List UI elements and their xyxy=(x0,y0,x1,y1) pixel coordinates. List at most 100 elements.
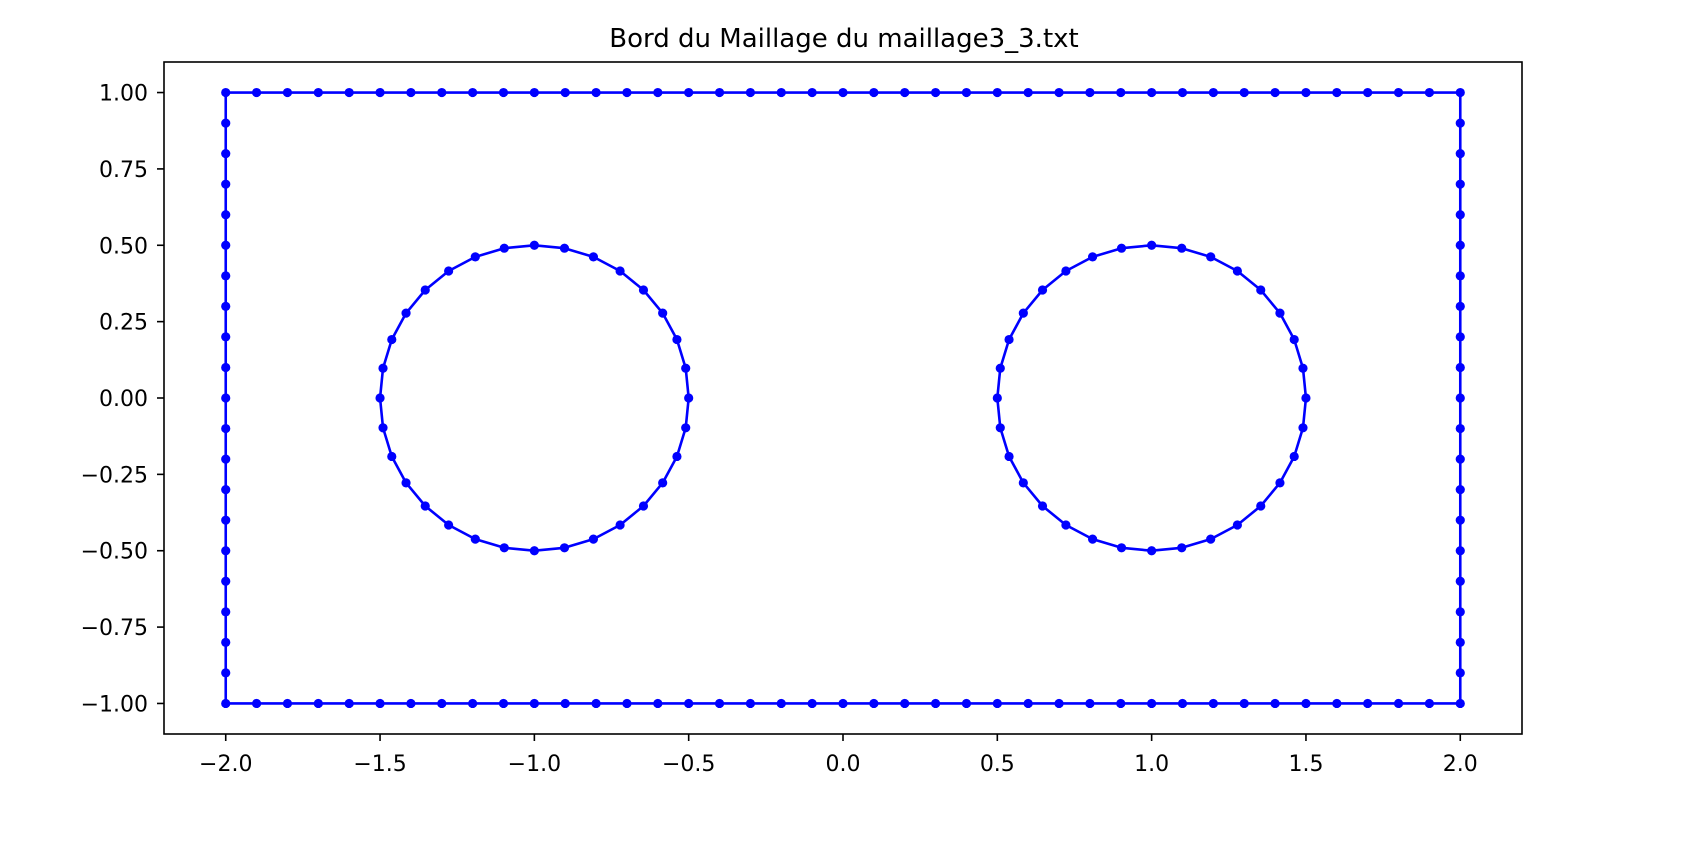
data-point xyxy=(221,179,231,189)
x-tick-label: −1.5 xyxy=(353,752,406,777)
series-line-rectangle-0 xyxy=(224,91,1462,705)
data-point xyxy=(498,698,509,709)
data-point xyxy=(1270,87,1280,98)
data-point xyxy=(1455,362,1465,373)
data-point xyxy=(221,393,231,403)
data-point xyxy=(1424,698,1435,709)
data-point xyxy=(1301,87,1311,98)
x-tick-label: −1.0 xyxy=(508,752,561,777)
data-point xyxy=(961,87,972,98)
y-tick-label: −0.50 xyxy=(81,540,148,565)
data-point xyxy=(1455,607,1465,617)
data-point xyxy=(1455,240,1465,250)
data-point xyxy=(838,698,848,709)
data-point xyxy=(251,87,262,98)
data-point xyxy=(638,501,649,511)
x-tick-label: −2.0 xyxy=(199,752,252,777)
data-point xyxy=(1289,451,1299,462)
data-point xyxy=(930,698,941,709)
data-point xyxy=(470,534,480,544)
data-point xyxy=(588,252,599,262)
data-point xyxy=(1256,285,1266,295)
data-point xyxy=(221,332,231,342)
y-tick-label: −0.25 xyxy=(81,463,148,488)
y-tick-label: 0.50 xyxy=(99,234,148,259)
data-point xyxy=(714,87,725,98)
data-point xyxy=(681,423,691,433)
data-point xyxy=(672,334,682,345)
data-point xyxy=(745,698,756,709)
data-point xyxy=(221,668,231,678)
data-point xyxy=(1332,698,1342,709)
chart-title: Bord du Maillage du maillage3_3.txt xyxy=(609,24,1078,54)
data-point xyxy=(468,698,478,709)
data-point xyxy=(437,87,447,98)
data-point xyxy=(1455,546,1465,556)
data-point xyxy=(387,334,397,345)
data-point xyxy=(1177,243,1187,253)
data-point xyxy=(1177,87,1188,98)
data-point xyxy=(378,423,388,433)
data-point xyxy=(1239,87,1249,98)
data-point xyxy=(1455,698,1465,709)
y-axis: 1.00 0.75 0.50 0.25 0.00 −0.25 −0.50 −0.75 −1.00 xyxy=(81,82,164,717)
data-point xyxy=(1206,252,1216,262)
y-tick-label: −1.00 xyxy=(81,692,148,717)
data-point xyxy=(313,698,323,709)
data-point xyxy=(401,308,411,318)
data-point xyxy=(221,210,231,220)
data-point xyxy=(221,698,231,709)
data-point xyxy=(1208,87,1218,98)
data-point xyxy=(1455,149,1465,159)
data-point xyxy=(1275,478,1285,488)
data-point xyxy=(499,543,509,553)
data-point xyxy=(1054,698,1064,709)
data-point xyxy=(1301,698,1311,709)
data-point xyxy=(1455,271,1465,281)
data-point xyxy=(221,546,231,556)
data-point xyxy=(1004,451,1014,462)
data-point xyxy=(930,87,941,98)
data-point xyxy=(672,451,682,462)
data-point xyxy=(1455,118,1465,128)
data-point xyxy=(1455,332,1465,342)
axes-frame xyxy=(163,61,1523,735)
data-point xyxy=(992,393,1002,403)
data-point xyxy=(1206,534,1216,544)
data-point xyxy=(869,87,879,98)
data-point xyxy=(1147,87,1157,98)
data-point xyxy=(622,87,632,98)
y-tick-label: 0.00 xyxy=(99,387,148,412)
data-point xyxy=(588,534,599,544)
data-point xyxy=(1147,698,1157,709)
data-point xyxy=(1116,698,1126,709)
data-point xyxy=(1455,393,1465,403)
data-point xyxy=(684,698,694,709)
x-axis: −2.0 −1.5 −1.0 −0.5 0.0 0.5 1.0 1.5 2.0 xyxy=(199,734,1478,777)
data-point xyxy=(681,363,691,373)
data-point xyxy=(1018,308,1028,318)
data-point xyxy=(1116,87,1126,98)
y-tick-label: −0.75 xyxy=(81,616,148,641)
data-point xyxy=(869,698,879,709)
data-point xyxy=(807,698,817,709)
data-point xyxy=(378,363,388,373)
data-point xyxy=(1298,363,1308,373)
data-point xyxy=(1424,87,1435,98)
data-point xyxy=(1087,252,1098,262)
data-point xyxy=(1363,87,1373,98)
data-point xyxy=(344,698,354,709)
data-point xyxy=(560,698,570,709)
data-point xyxy=(1208,698,1218,709)
data-point xyxy=(1455,87,1465,98)
y-tick-label: 0.75 xyxy=(99,158,148,183)
data-point xyxy=(420,285,430,295)
data-point xyxy=(344,87,354,98)
data-point xyxy=(221,301,231,311)
data-point xyxy=(406,698,416,709)
data-point xyxy=(470,252,480,262)
data-point xyxy=(1147,546,1157,556)
data-point xyxy=(1116,243,1127,253)
